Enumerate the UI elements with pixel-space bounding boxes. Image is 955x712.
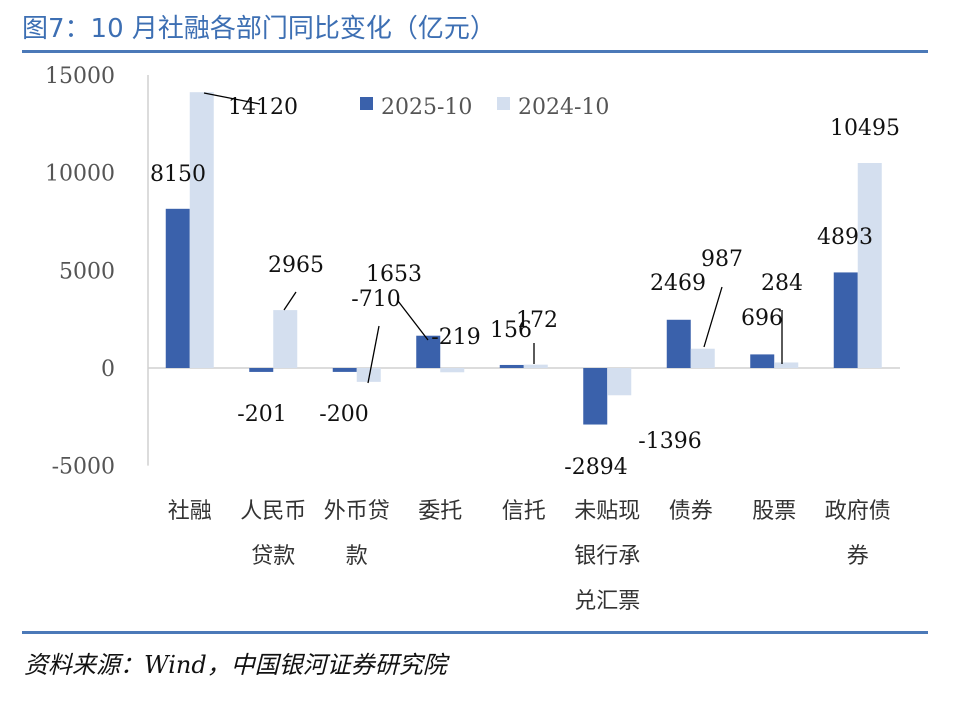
bar-2025-10-9 bbox=[833, 272, 858, 368]
data-label-2024-10-3: -710 bbox=[351, 287, 400, 312]
bar-2025-10-6 bbox=[583, 368, 608, 425]
category-label: 政府债 bbox=[825, 499, 891, 524]
label-leader-line bbox=[703, 286, 723, 348]
data-label-2025-10-9: 4893 bbox=[817, 225, 873, 250]
data-label-2025-10-3: -200 bbox=[319, 402, 368, 427]
legend-label-2025-10: 2025-10 bbox=[381, 95, 472, 120]
data-label-2025-10-8: 696 bbox=[741, 306, 783, 331]
label-leader-line bbox=[203, 92, 261, 105]
data-label-2024-10-7: 987 bbox=[701, 247, 743, 272]
category-label: 信托 bbox=[502, 499, 546, 524]
data-label-2024-10-1: 14120 bbox=[228, 95, 298, 120]
y-tick-label: 5000 bbox=[59, 259, 115, 284]
bar-2024-10-7 bbox=[690, 348, 715, 368]
title-rule bbox=[22, 50, 928, 53]
bar-2025-10-1 bbox=[165, 208, 190, 368]
data-label-2025-10-6: -2894 bbox=[564, 455, 627, 480]
category-label: 委托 bbox=[418, 499, 462, 524]
data-label-2025-10-1: 8150 bbox=[150, 162, 206, 187]
source-rule bbox=[22, 631, 928, 634]
bar-2025-10-8 bbox=[750, 354, 775, 368]
bar-2024-10-9 bbox=[857, 162, 882, 368]
category-label: 兑汇票 bbox=[574, 589, 640, 614]
chart-title: 图7：10 月社融各部门同比变化（亿元） bbox=[22, 14, 496, 44]
y-tick-label: 10000 bbox=[45, 162, 115, 187]
legend-label-2024-10: 2024-10 bbox=[518, 95, 609, 120]
bar-2025-10-3 bbox=[332, 368, 357, 372]
data-label-2024-10-9: 10495 bbox=[830, 116, 900, 141]
category-label: 未贴现 bbox=[574, 499, 640, 524]
data-label-2024-10-6: -1396 bbox=[638, 429, 701, 454]
category-label: 外币贷 bbox=[324, 499, 390, 524]
bar-2024-10-2 bbox=[273, 310, 298, 368]
category-label: 人民币 bbox=[240, 499, 306, 524]
data-label-2025-10-7: 2469 bbox=[650, 271, 706, 296]
bar-2024-10-5 bbox=[523, 364, 548, 368]
category-label: 银行承 bbox=[574, 544, 640, 569]
data-label-2024-10-8: 284 bbox=[761, 271, 803, 296]
category-label: 社融 bbox=[168, 499, 212, 524]
legend-swatch-2025-10 bbox=[360, 97, 373, 110]
bar-2025-10-7 bbox=[666, 319, 691, 368]
bar-2024-10-4 bbox=[440, 368, 465, 373]
bar-2025-10-2 bbox=[249, 368, 274, 372]
bar-2024-10-6 bbox=[607, 368, 632, 396]
data-label-2025-10-2: -201 bbox=[237, 402, 286, 427]
label-leader-line bbox=[397, 300, 429, 341]
data-label-2024-10-2: 2965 bbox=[268, 253, 324, 278]
data-label-2025-10-5: 156 bbox=[490, 318, 532, 343]
data-label-2025-10-4: 1653 bbox=[366, 262, 422, 287]
data-label-2024-10-5: 172 bbox=[516, 308, 558, 333]
label-leader-line bbox=[367, 325, 380, 384]
category-label: 股票 bbox=[752, 499, 796, 524]
bar-2024-10-3 bbox=[356, 368, 381, 382]
y-tick-label: 15000 bbox=[45, 64, 115, 89]
category-label: 贷款 bbox=[251, 544, 295, 569]
y-tick-label: -5000 bbox=[52, 455, 115, 480]
legend-swatch-2024-10 bbox=[497, 97, 510, 110]
source-note: 资料来源：Wind，中国银河证券研究院 bbox=[24, 651, 447, 679]
bar-chart: -5000 0 5000 10000 15000 8150 14120 -201 2965 -20… bbox=[45, 64, 900, 614]
data-label-2024-10-4: -219 bbox=[431, 325, 480, 350]
label-leader-line bbox=[283, 291, 297, 311]
category-label: 债券 bbox=[669, 499, 713, 524]
category-label: 款 bbox=[346, 544, 368, 569]
bar-2024-10-8 bbox=[774, 362, 799, 368]
bar-2025-10-5 bbox=[499, 364, 524, 368]
y-tick-label: 0 bbox=[101, 357, 115, 382]
bar-2025-10-4 bbox=[416, 335, 441, 368]
bar-2024-10-1 bbox=[189, 92, 214, 368]
category-label: 券 bbox=[847, 544, 869, 569]
